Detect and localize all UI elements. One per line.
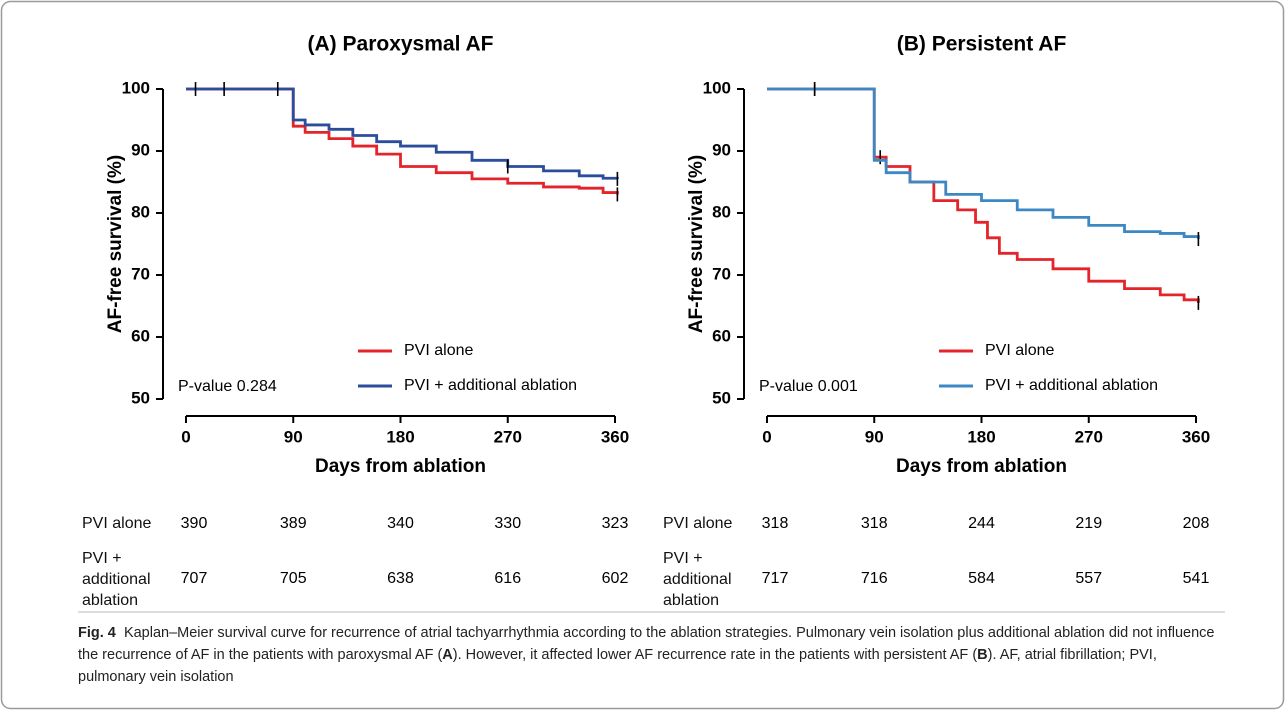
risk-count: 389 xyxy=(280,515,307,532)
caption-segment: ). However, it affected lower AF recurre… xyxy=(452,647,978,663)
x-tick-label: 90 xyxy=(284,427,303,446)
y-tick-label: 80 xyxy=(131,202,150,221)
caption-segment: ). AF, atrial fibrillation; PVI, pulmona… xyxy=(78,647,1157,685)
risk-count: 557 xyxy=(1075,570,1102,587)
x-tick-label: 270 xyxy=(1075,427,1103,446)
risk-count: 717 xyxy=(762,570,789,587)
y-tick-label: 50 xyxy=(712,388,731,407)
risk-count: 323 xyxy=(602,515,629,532)
x-axis-label: Days from ablation xyxy=(896,456,1067,477)
risk-count: 707 xyxy=(181,570,208,587)
chart-title: (B) Persistent AF xyxy=(897,33,1067,56)
y-tick-label: 90 xyxy=(712,140,731,159)
x-tick-label: 180 xyxy=(967,427,995,446)
survival-curve xyxy=(186,87,619,195)
caption-text: Kaplan–Meier survival curve for recurren… xyxy=(78,625,1214,685)
risk-row-label: PVI + additional ablation xyxy=(663,550,732,609)
risk-count: 541 xyxy=(1183,570,1210,587)
risk-count: 390 xyxy=(181,515,208,532)
y-tick-label: 100 xyxy=(703,78,731,97)
risk-count: 244 xyxy=(968,515,995,532)
caption-segment: Kaplan–Meier survival curve for recurren… xyxy=(78,625,1215,663)
legend-label: PVI + additional ablation xyxy=(985,377,1158,394)
risk-count: 602 xyxy=(602,570,629,587)
risk-count: 616 xyxy=(494,570,521,587)
x-axis-label: Days from ablation xyxy=(315,456,486,477)
y-tick-label: 90 xyxy=(131,140,150,159)
p-value: P-value 0.001 xyxy=(759,378,858,395)
risk-row-label: PVI alone xyxy=(663,515,733,532)
caption-emphasis: A xyxy=(442,647,453,663)
risk-count: 318 xyxy=(762,515,789,532)
x-tick-label: 360 xyxy=(1182,427,1210,446)
survival-curve xyxy=(186,87,619,180)
y-tick-label: 60 xyxy=(712,326,731,345)
risk-count: 330 xyxy=(494,515,521,532)
y-tick-label: 70 xyxy=(712,264,731,283)
y-axis-label: AF-free survival (%) xyxy=(686,155,707,333)
survival-curve xyxy=(767,87,1200,240)
y-tick-label: 100 xyxy=(122,78,150,97)
y-axis-label: AF-free survival (%) xyxy=(105,155,126,333)
survival-curve xyxy=(767,87,1200,303)
x-tick-label: 0 xyxy=(181,427,190,446)
p-value: P-value 0.284 xyxy=(178,378,277,395)
legend-label: PVI alone xyxy=(985,342,1054,359)
y-tick-label: 80 xyxy=(712,202,731,221)
caption-emphasis: B xyxy=(977,647,988,663)
x-tick-label: 270 xyxy=(494,427,522,446)
risk-count: 705 xyxy=(280,570,307,587)
x-tick-label: 180 xyxy=(386,427,414,446)
legend-label: PVI alone xyxy=(404,342,473,359)
risk-row-label: PVI + additional ablation xyxy=(82,550,151,609)
y-tick-label: 70 xyxy=(131,264,150,283)
chart-title: (A) Paroxysmal AF xyxy=(308,33,494,56)
caption: Fig. 4 Kaplan–Meier survival curve for r… xyxy=(78,622,1228,688)
legend-label: PVI + additional ablation xyxy=(404,377,577,394)
risk-count: 208 xyxy=(1183,515,1210,532)
risk-row-label: PVI alone xyxy=(82,515,152,532)
risk-count: 584 xyxy=(968,570,995,587)
y-tick-label: 60 xyxy=(131,326,150,345)
risk-count: 340 xyxy=(387,515,414,532)
caption-label: Fig. 4 xyxy=(78,625,116,641)
y-tick-label: 50 xyxy=(131,388,150,407)
risk-count: 219 xyxy=(1075,515,1102,532)
x-tick-label: 90 xyxy=(865,427,884,446)
x-tick-label: 360 xyxy=(601,427,629,446)
risk-count: 716 xyxy=(861,570,888,587)
risk-count: 638 xyxy=(387,570,414,587)
x-tick-label: 0 xyxy=(762,427,771,446)
risk-count: 318 xyxy=(861,515,888,532)
